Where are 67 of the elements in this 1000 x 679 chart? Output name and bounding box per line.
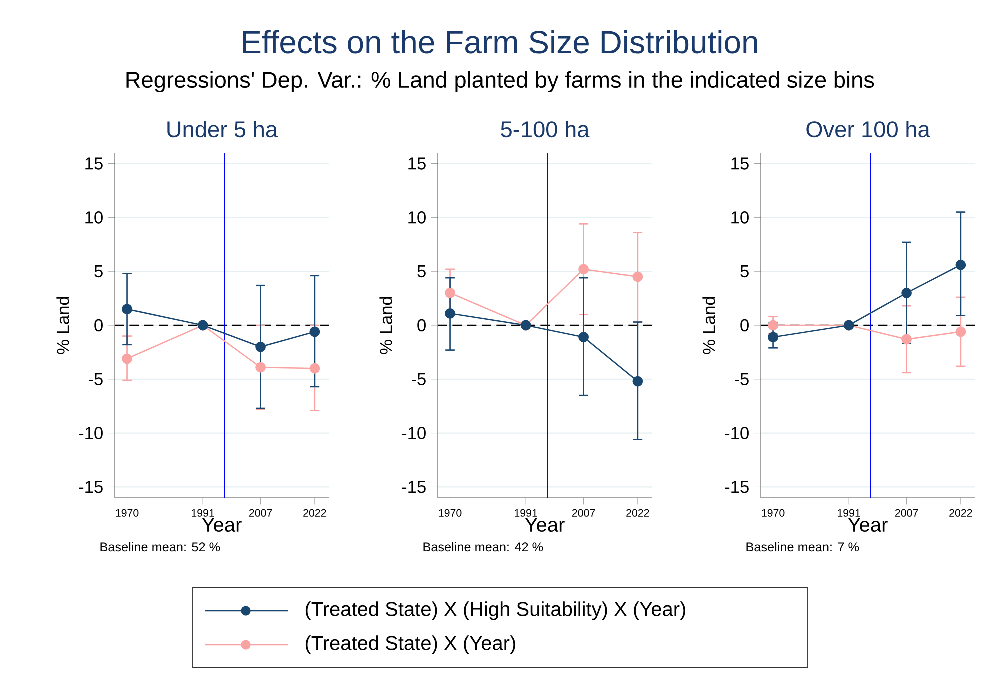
text: Effects on the Farm Size Distribution: [243, 30, 758, 54]
x-tick-label: 2007: [249, 509, 272, 517]
point: [768, 320, 778, 331]
x-tick-label: 1970: [762, 509, 785, 517]
x-tick-label: 2022: [304, 509, 326, 517]
y-tick-label: 10: [732, 212, 749, 224]
y-tick-label: -10: [402, 427, 426, 440]
y-tick-label: -5: [734, 373, 749, 386]
x-axis-title: Year: [202, 518, 242, 532]
y-tick-label: 15: [86, 158, 103, 170]
point: [445, 288, 456, 298]
y-tick-label: -5: [412, 373, 426, 386]
y-tick-label: -5: [88, 373, 103, 386]
point: [902, 334, 912, 345]
y-tick-label: -15: [79, 481, 103, 494]
y-tick-label: 5: [418, 266, 426, 278]
point: [578, 264, 589, 275]
y-axis-title: % Land: [380, 297, 392, 354]
y-tick-label: 10: [408, 212, 426, 224]
point: [310, 326, 320, 338]
point: [310, 363, 320, 374]
y-tick-label: 0: [418, 319, 426, 332]
point: [632, 272, 644, 282]
y-tick-label: -10: [79, 427, 103, 440]
point: [956, 326, 966, 338]
y-tick-label: -10: [725, 427, 749, 440]
point: [122, 304, 132, 315]
point: [445, 308, 456, 319]
text: Baseline mean: 42 %: [424, 542, 544, 552]
y-axis-title: % Land: [56, 297, 70, 354]
x-tick-label: 1970: [439, 509, 462, 517]
chart-title: 5-100 ha: [501, 120, 590, 138]
y-axis-title: % Land: [702, 297, 716, 354]
y-tick-label: 0: [740, 319, 749, 332]
legend-label: (Treated State) X (High Suitability) X (Year): [306, 602, 686, 620]
y-tick-label: -15: [402, 481, 426, 494]
x-tick-label: 2007: [895, 509, 918, 517]
point: [122, 354, 132, 364]
y-tick-label: -15: [725, 481, 749, 494]
x-tick-label: 1991: [515, 509, 538, 517]
y-tick-label: 15: [408, 158, 426, 170]
x-tick-label: 2022: [950, 509, 972, 517]
point: [578, 332, 589, 343]
x-axis-title: Year: [525, 518, 565, 532]
chart-title: Under 5 ha: [168, 120, 278, 138]
point: [956, 260, 966, 270]
legend-label: (Treated State) X (Year): [306, 636, 516, 654]
point: [902, 288, 912, 298]
y-tick-label: 15: [732, 158, 749, 170]
text: Baseline mean: 7 %: [746, 542, 860, 552]
y-tick-label: 5: [94, 266, 103, 278]
x-tick-label: 1991: [192, 509, 214, 517]
text: Baseline mean: 52 %: [100, 542, 220, 552]
x-tick-label: 1970: [116, 509, 139, 517]
point: [632, 376, 644, 387]
y-tick-label: 0: [94, 319, 103, 332]
x-tick-label: 1991: [838, 509, 860, 517]
chart-title: Over 100 ha: [806, 120, 930, 138]
point: [256, 362, 266, 373]
y-tick-label: 10: [86, 212, 103, 224]
x-axis-title: Year: [848, 518, 888, 532]
x-tick-label: 2007: [572, 509, 596, 517]
point: [768, 332, 778, 343]
point: [256, 342, 266, 352]
y-tick-label: 5: [740, 266, 749, 278]
text: Regressions' Dep. Var.: % Land planted by farms in the indicated size bins: [126, 71, 874, 93]
x-tick-label: 2022: [626, 509, 650, 517]
